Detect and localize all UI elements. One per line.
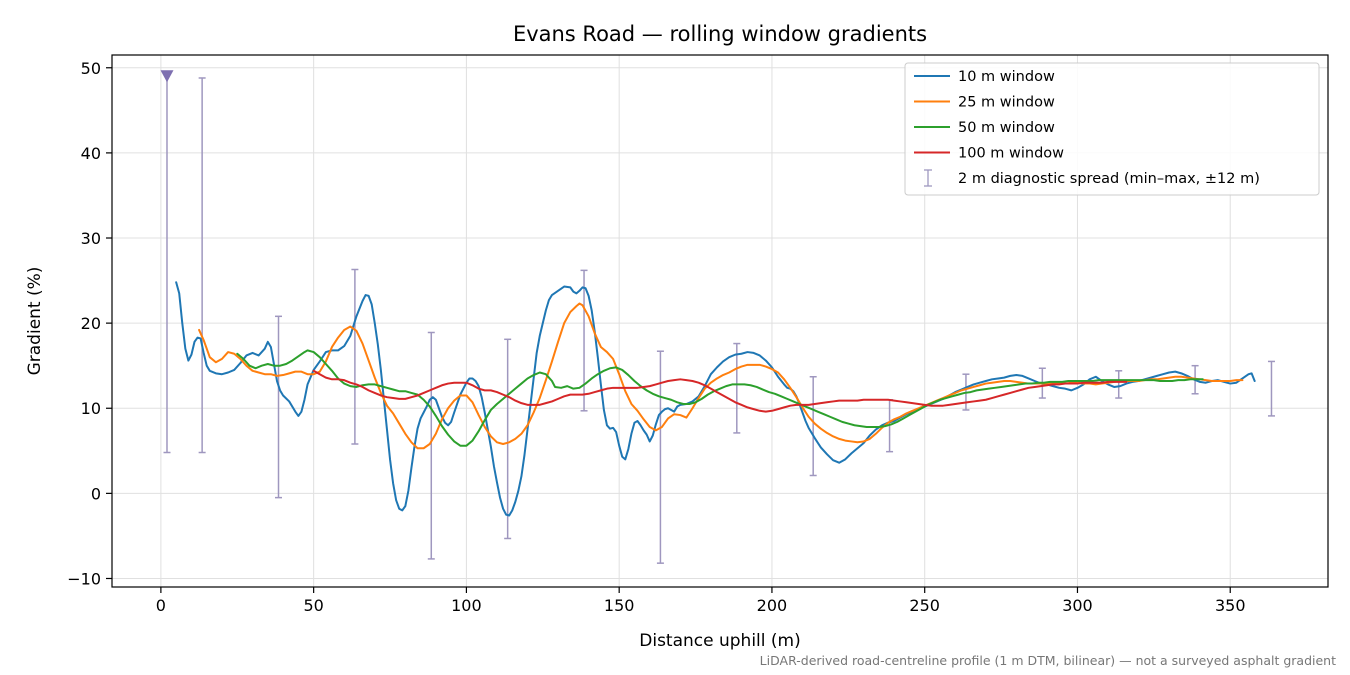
x-axis-label: Distance uphill (m) bbox=[639, 631, 800, 651]
y-tick-label: 20 bbox=[81, 314, 101, 333]
x-tick-label: 300 bbox=[1062, 596, 1093, 615]
series-line-3 bbox=[312, 369, 1128, 413]
legend-label-100m: 100 m window bbox=[958, 146, 1064, 162]
legend: 10 m window 25 m window 50 m window 100 … bbox=[904, 62, 1320, 196]
errorbar bbox=[504, 338, 512, 540]
y-tick-label: 10 bbox=[81, 399, 101, 418]
legend-box bbox=[904, 62, 1320, 196]
errorbar bbox=[580, 269, 588, 412]
x-tick-label: 250 bbox=[909, 596, 940, 615]
x-tick-label: 0 bbox=[156, 596, 166, 615]
errorbar bbox=[427, 331, 435, 560]
chart-title: Evans Road — rolling window gradients bbox=[513, 22, 927, 46]
errorbar bbox=[1267, 360, 1275, 417]
y-axis-label: Gradient (%) bbox=[25, 267, 45, 376]
legend-label-25m: 25 m window bbox=[958, 95, 1055, 111]
error-bars bbox=[160, 70, 1275, 564]
legend-label-10m: 10 m window bbox=[958, 69, 1055, 85]
x-tick-label: 150 bbox=[604, 596, 635, 615]
y-tick-label: 0 bbox=[91, 484, 101, 503]
series-line-2 bbox=[236, 349, 1204, 447]
errorbar bbox=[1115, 370, 1123, 399]
errorbar bbox=[656, 350, 664, 564]
plot-frame bbox=[111, 54, 1329, 588]
legend-label-errorbar: 2 m diagnostic spread (min–max, ±12 m) bbox=[958, 171, 1260, 187]
errorbar bbox=[351, 268, 359, 445]
errorbar bbox=[198, 77, 206, 454]
footnote: LiDAR-derived road-centreline profile (1… bbox=[760, 653, 1336, 668]
y-tick-label: 30 bbox=[81, 229, 101, 248]
y-tick-label: 50 bbox=[81, 59, 101, 78]
series-lines bbox=[175, 281, 1256, 517]
legend-label-50m: 50 m window bbox=[958, 120, 1055, 136]
x-tick-label: 350 bbox=[1215, 596, 1246, 615]
errorbar bbox=[733, 342, 741, 434]
series-line-0 bbox=[175, 281, 1256, 517]
errorbar bbox=[275, 315, 283, 499]
errorbar bbox=[809, 376, 817, 477]
y-tick-label: −10 bbox=[67, 569, 101, 588]
x-tick-label: 200 bbox=[757, 596, 788, 615]
clipped-marker-triangle bbox=[160, 70, 174, 83]
x-tick-label: 100 bbox=[451, 596, 482, 615]
axis-ticks: 0 50 100 150 200 250 300 350 −10 0 10 20 30 40 50 bbox=[67, 59, 1245, 615]
x-tick-label: 50 bbox=[303, 596, 323, 615]
legend-swatch-errorbar bbox=[924, 169, 932, 187]
y-tick-label: 40 bbox=[81, 144, 101, 163]
